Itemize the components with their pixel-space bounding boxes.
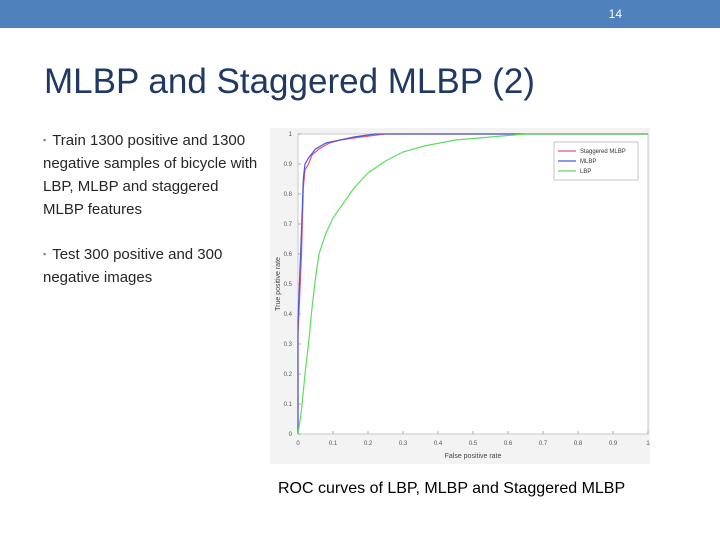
- y-tick-label: 0.2: [284, 372, 293, 378]
- x-tick-label: 0.7: [539, 441, 548, 447]
- x-tick-label: 0.3: [399, 441, 408, 447]
- bullet-item: ▪ Train 1300 positive and 1300 negative s…: [43, 129, 258, 221]
- header-bar: 14: [0, 0, 720, 28]
- legend-label: MLBP: [580, 159, 596, 165]
- y-tick-label: 0.3: [284, 342, 293, 348]
- slide-number: 14: [608, 7, 622, 21]
- y-tick-label: 0.7: [284, 222, 293, 228]
- x-tick-label: 0.5: [469, 441, 478, 447]
- bullet-list: ▪ Train 1300 positive and 1300 negative s…: [43, 129, 258, 311]
- y-tick-label: 0: [289, 432, 293, 438]
- y-axis-label: True positive rate: [275, 257, 282, 311]
- x-tick-label: 0.9: [609, 441, 618, 447]
- series-line: [297, 133, 648, 435]
- x-tick-label: 0.2: [364, 441, 373, 447]
- x-tick-label: 0.6: [504, 441, 513, 447]
- x-tick-label: 1: [646, 441, 650, 447]
- chart-caption: ROC curves of LBP, MLBP and Staggered ML…: [278, 480, 626, 497]
- y-tick-label: 0.6: [284, 252, 293, 258]
- legend-label: LBP: [580, 169, 591, 175]
- series-line: [297, 133, 648, 434]
- x-tick-label: 0: [296, 441, 300, 447]
- x-tick-label: 0.1: [329, 441, 338, 447]
- roc-chart: 0 0.1 0.2 0.3 0.4 0.5 0.6 0.7 0.8 0.9 1 0 0.1 0.2 0.3 0…: [275, 132, 650, 460]
- x-tick-label: 0.8: [574, 441, 583, 447]
- y-tick-label: 0.4: [284, 312, 293, 318]
- y-tick-label: 0.9: [284, 162, 293, 168]
- roc-chart-image: 0 0.1 0.2 0.3 0.4 0.5 0.6 0.7 0.8 0.9 1 0 0.1 0.2 0.3 0…: [270, 128, 650, 464]
- x-tick-label: 0.4: [434, 441, 443, 447]
- bullet-icon: ▪: [43, 249, 47, 259]
- y-tick-label: 0.5: [284, 282, 293, 288]
- y-tick-label: 1: [289, 132, 293, 138]
- x-axis-label: False positive rate: [445, 453, 502, 460]
- bullet-text: Train 1300 positive and 1300 negative sa…: [43, 132, 258, 218]
- y-tick-label: 0.1: [284, 402, 293, 408]
- bullet-item: ▪ Test 300 positive and 300 negative imag…: [43, 243, 258, 289]
- y-tick-label: 0.8: [284, 192, 293, 198]
- bullet-icon: ▪: [43, 135, 47, 145]
- bullet-text: Test 300 positive and 300 negative image…: [43, 246, 223, 286]
- slide-title: MLBP and Staggered MLBP (2): [44, 62, 535, 101]
- legend-label: Staggered MLBP: [580, 149, 626, 155]
- series-line: [297, 133, 648, 434]
- plot-area: [297, 133, 649, 435]
